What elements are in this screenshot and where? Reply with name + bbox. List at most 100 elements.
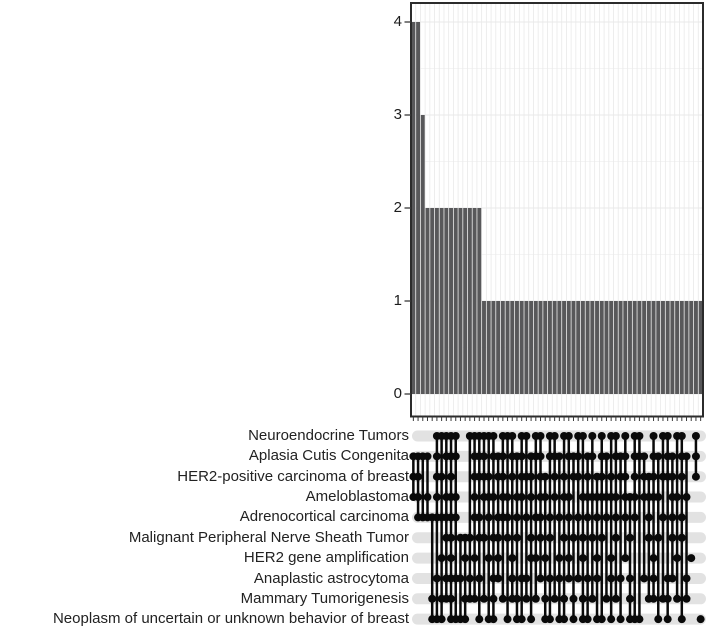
matrix-dot — [517, 493, 526, 502]
matrix-dot — [560, 615, 569, 624]
matrix-dot — [541, 472, 550, 481]
matrix-dot — [682, 594, 691, 603]
matrix-dot — [560, 472, 569, 481]
matrix-dot — [432, 493, 441, 502]
matrix-dot — [564, 574, 573, 583]
matrix-dot — [508, 432, 517, 440]
matrix-dot — [611, 432, 620, 440]
set-label-anaplastic-astrocytoma: Anaplastic astrocytoma — [253, 570, 409, 587]
matrix-dot — [470, 594, 479, 603]
matrix-dot — [682, 574, 691, 583]
intersection-bar — [580, 301, 585, 394]
intersection-bar — [609, 301, 614, 394]
matrix-dot — [484, 554, 493, 563]
matrix-dot — [668, 513, 677, 522]
matrix-dot — [541, 594, 550, 603]
matrix-dot — [691, 452, 700, 461]
matrix-dot — [414, 472, 423, 481]
matrix-dot — [536, 452, 545, 461]
matrix-dot — [503, 533, 512, 542]
intersection-bar — [656, 301, 661, 394]
matrix-dot — [456, 574, 465, 583]
matrix-dot — [597, 533, 606, 542]
intersection-bar — [618, 301, 623, 394]
matrix-dot — [597, 615, 606, 624]
intersection-bar — [552, 301, 557, 394]
intersection-bar — [684, 301, 689, 394]
matrix-dot — [437, 615, 446, 624]
matrix-dot — [451, 493, 460, 502]
matrix-dot — [649, 472, 658, 481]
matrix-dot — [611, 493, 620, 502]
intersection-bar — [444, 208, 449, 394]
matrix-dot — [484, 513, 493, 522]
matrix-dot — [640, 452, 649, 461]
intersection-bar — [557, 301, 562, 394]
intersection-bar — [547, 301, 552, 394]
matrix-dot — [465, 574, 474, 583]
matrix-dot — [691, 472, 700, 481]
matrix-dot — [512, 533, 521, 542]
matrix-dot — [602, 513, 611, 522]
intersection-bar — [439, 208, 444, 394]
matrix-dot — [517, 615, 526, 624]
matrix-dot — [536, 513, 545, 522]
matrix-dot — [682, 493, 691, 502]
intersection-bar — [604, 301, 609, 394]
matrix-dot — [588, 432, 597, 440]
matrix-dot — [461, 615, 470, 624]
matrix-dot — [531, 594, 540, 603]
matrix-dot — [583, 574, 592, 583]
matrix-dot — [489, 493, 498, 502]
intersection-bar — [416, 22, 421, 394]
intersection-bar — [533, 301, 538, 394]
matrix-dot — [593, 513, 602, 522]
matrix-dot — [560, 594, 569, 603]
intersection-bar — [566, 301, 571, 394]
intersection-bar — [529, 301, 534, 394]
matrix-dot — [673, 554, 682, 563]
matrix-dot — [607, 554, 616, 563]
intersection-bar — [642, 301, 647, 394]
intersection-bar — [411, 22, 416, 394]
matrix-dot — [626, 574, 634, 583]
matrix-dot — [607, 615, 616, 624]
matrix-dot — [616, 574, 625, 583]
intersection-bar — [420, 115, 425, 394]
matrix-dot — [677, 472, 686, 481]
matrix-dot — [451, 513, 460, 522]
y-tick-label-0: 0 — [393, 385, 402, 402]
matrix-dot — [635, 432, 644, 440]
intersection-bar — [449, 208, 453, 394]
matrix-dot — [654, 615, 663, 624]
matrix-dot — [527, 533, 536, 542]
matrix-dot — [531, 554, 540, 563]
matrix-dot — [649, 554, 658, 563]
matrix-dot — [545, 615, 554, 624]
matrix-dot — [668, 533, 677, 542]
matrix-dot — [541, 554, 550, 563]
matrix-dot — [668, 452, 677, 461]
matrix-dot — [517, 452, 526, 461]
matrix-dot — [574, 472, 583, 481]
intersection-bar — [467, 208, 472, 394]
matrix-dot — [555, 574, 564, 583]
intersection-bar — [472, 208, 477, 394]
matrix-dot — [522, 574, 531, 583]
intersection-bar — [599, 301, 604, 394]
intersection-bar — [482, 301, 486, 394]
matrix-dot — [527, 615, 536, 624]
matrix-dot — [498, 472, 507, 481]
matrix-dot — [470, 554, 479, 563]
matrix-dot — [555, 554, 564, 563]
set-label-mammary-tumorigenesis: Mammary Tumorigenesis — [240, 590, 409, 607]
matrix-dot — [475, 513, 484, 522]
intersection-bar — [646, 301, 651, 394]
matrix-dot — [696, 615, 705, 624]
y-tick-label-1: 1 — [393, 292, 402, 309]
set-label-adrenocortical-carcinoma: Adrenocortical carcinoma — [239, 508, 409, 525]
matrix-dot — [447, 533, 456, 542]
matrix-dot — [630, 513, 639, 522]
